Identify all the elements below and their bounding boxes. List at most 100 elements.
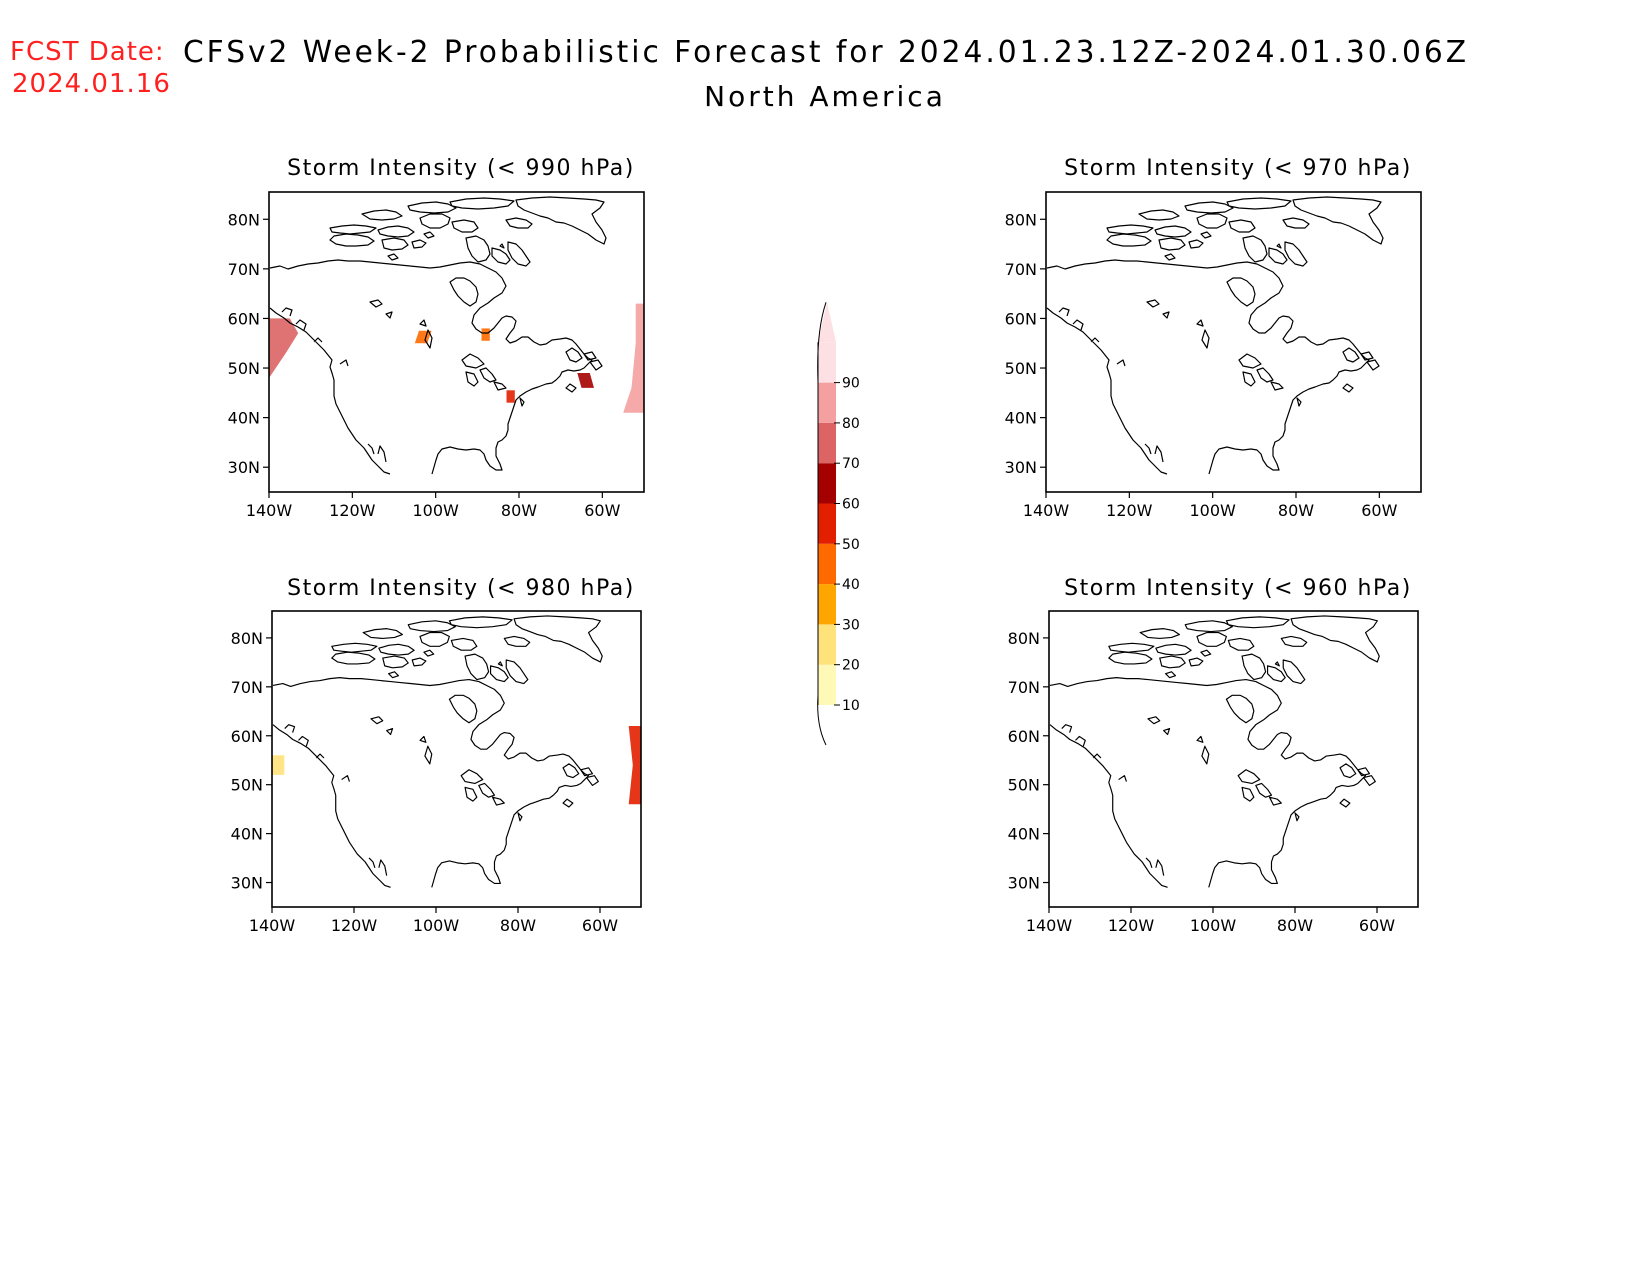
panel-title: Storm Intensity (< 990 hPa) [287,156,635,181]
lat-tick-label: 40N [231,825,263,844]
lon-tick-label: 120W [331,916,378,935]
lat-tick-label: 70N [231,678,263,697]
lon-axis: 140W 120W 100W 80W 60W [246,492,621,520]
lon-tick-label: 60W [582,916,618,935]
panel-storm-970: Storm Intensity (< 970 hPa) 80N 70N 60N 50N… [1005,156,1422,520]
colorbar-top-arrow [818,302,836,343]
lon-tick-label: 60W [1359,916,1395,935]
colorbar-label: 60 [842,497,860,513]
probability-area [272,755,285,775]
coastlines [1046,196,1384,475]
lon-tick-label: 120W [329,501,376,520]
lon-tick-label: 100W [413,916,460,935]
map-frame [1048,610,1419,908]
colorbar-swatch [818,342,836,383]
lat-axis: 80N 70N 60N 50N 40N 30N [1005,210,1046,477]
lon-tick-label: 120W [1106,501,1153,520]
panel-storm-990: Storm Intensity (< 990 hPa) 80N 70N 60N 50N… [228,156,645,520]
lat-tick-label: 50N [1005,359,1037,378]
lat-tick-label: 60N [1008,727,1040,746]
figure-subtitle: North America [704,80,946,113]
colorbar-swatch [818,624,836,665]
lon-tick-label: 80W [1277,916,1313,935]
colorbar-label: 20 [842,658,860,674]
colorbar-swatch [818,463,836,504]
probability-shading [272,726,641,805]
colorbar-label: 90 [842,376,860,392]
lat-axis: 80N 70N 60N 50N 40N 30N [231,629,272,893]
lat-tick-label: 30N [1008,874,1040,893]
lat-tick-label: 50N [228,359,260,378]
lon-tick-label: 120W [1108,916,1155,935]
lon-tick-label: 60W [584,501,620,520]
lat-tick-label: 80N [228,210,260,229]
colorbar-label: 70 [842,456,860,472]
lon-tick-label: 100W [1190,916,1237,935]
colorbar-swatch [818,543,836,585]
coastlines [272,615,603,888]
lat-tick-label: 30N [1005,458,1037,477]
fcst-date-label: FCST Date: [10,37,165,67]
probability-area [481,328,490,341]
probability-area [577,373,594,388]
panel-title: Storm Intensity (< 960 hPa) [1064,576,1412,601]
lon-tick-label: 100W [1189,501,1236,520]
lat-tick-label: 60N [1005,309,1037,328]
probability-area [623,303,644,413]
lon-tick-label: 80W [501,501,537,520]
lat-tick-label: 30N [228,458,260,477]
lat-tick-label: 80N [1005,210,1037,229]
figure-title: CFSv2 Week-2 Probabilistic Forecast for … [183,35,1469,70]
colorbar: 10 20 30 40 50 60 70 80 90 [817,302,860,746]
lat-axis: 80N 70N 60N 50N 40N 30N [228,210,269,477]
map-frame [1045,191,1422,493]
colorbar-swatch [818,664,836,705]
lat-tick-label: 80N [1008,629,1040,648]
lon-tick-label: 140W [1026,916,1073,935]
lon-tick-label: 140W [246,501,293,520]
fcst-date-value: 2024.01.16 [12,69,171,99]
probability-area [269,318,299,378]
lon-tick-label: 140W [249,916,296,935]
lon-tick-label: 80W [1278,501,1314,520]
lat-tick-label: 70N [1008,678,1040,697]
lat-tick-label: 60N [231,727,263,746]
lon-tick-label: 100W [412,501,459,520]
lat-tick-label: 30N [231,874,263,893]
lat-tick-label: 80N [231,629,263,648]
lon-tick-label: 140W [1023,501,1070,520]
lon-axis: 140W 120W 100W 80W 60W [1026,907,1395,935]
panel-storm-980: Storm Intensity (< 980 hPa) 80N 70N 60N 50N… [231,576,642,935]
colorbar-label: 40 [842,577,860,593]
map-frame [271,610,642,908]
probability-area [628,726,641,805]
probability-area [506,390,515,403]
lon-tick-label: 80W [500,916,536,935]
colorbar-swatch [818,503,836,544]
lat-axis: 80N 70N 60N 50N 40N 30N [1008,629,1049,893]
colorbar-label: 80 [842,416,860,432]
panel-title: Storm Intensity (< 970 hPa) [1064,156,1412,181]
panel-title: Storm Intensity (< 980 hPa) [287,576,635,601]
lon-axis: 140W 120W 100W 80W 60W [1023,492,1398,520]
colorbar-swatch [818,382,836,423]
lat-tick-label: 50N [1008,776,1040,795]
lat-tick-label: 60N [228,309,260,328]
panel-storm-960: Storm Intensity (< 960 hPa) 80N 70N 60N 50N… [1008,576,1419,935]
lat-tick-label: 40N [1008,825,1040,844]
coastlines [269,196,607,475]
lat-tick-label: 50N [231,776,263,795]
lat-tick-label: 40N [1005,409,1037,428]
lat-tick-label: 70N [1005,260,1037,279]
map-frame [268,191,645,493]
coastlines [1049,615,1380,888]
lat-tick-label: 70N [228,260,260,279]
colorbar-label: 10 [842,698,860,714]
colorbar-swatch [818,422,836,464]
colorbar-label: 30 [842,617,860,633]
lon-axis: 140W 120W 100W 80W 60W [249,907,618,935]
colorbar-label: 50 [842,537,860,553]
colorbar-swatch [818,584,836,625]
